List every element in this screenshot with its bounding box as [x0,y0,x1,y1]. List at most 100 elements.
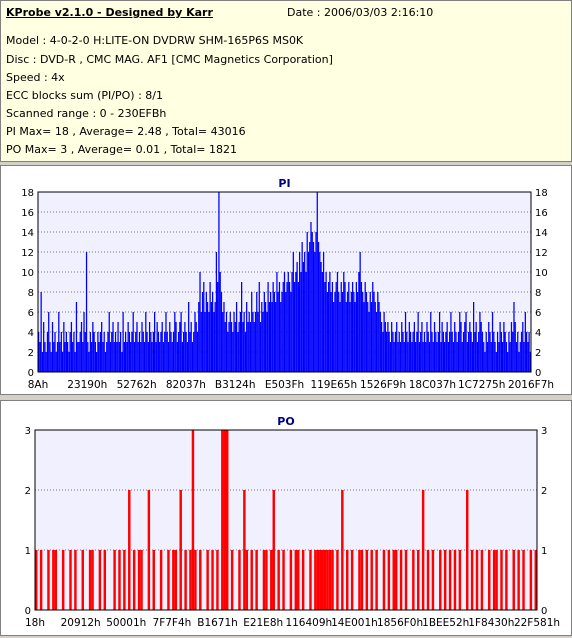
data-bar [311,232,313,372]
data-bar [239,312,241,372]
data-bar [282,550,285,610]
data-bar [513,302,515,372]
data-bar [462,332,465,372]
data-bar [397,342,399,372]
data-bar [523,342,525,372]
data-bar [445,332,447,372]
data-bar [500,550,503,610]
data-bar [167,550,170,610]
data-bar [150,332,152,372]
data-bar [162,342,165,372]
data-bar [517,332,519,372]
data-bar [252,312,254,372]
data-bar [505,342,508,372]
data-bar [287,272,289,372]
data-bar [304,252,306,372]
data-bar [94,342,96,372]
data-bar [277,292,279,372]
data-bar [314,550,317,610]
data-bar [230,322,233,372]
data-bar [509,342,511,372]
y-tick-label-right: 0 [541,606,547,617]
data-bar [283,272,286,372]
data-bar [59,342,61,372]
data-bar [512,550,515,610]
data-bar [343,272,345,372]
data-bar [133,342,136,372]
data-bar [209,282,211,372]
pi-summary-line: PI Max= 18 , Average= 2.48 , Total= 4301… [6,125,246,138]
data-bar [418,342,421,372]
data-bar [291,272,293,372]
y-tick-label-left: 14 [21,228,34,239]
data-bar [368,312,370,372]
data-bar [494,342,496,372]
data-bar [345,302,347,372]
data-bar [417,312,419,372]
data-bar [360,282,363,372]
data-bar [257,312,259,372]
data-bar [47,550,50,610]
data-bar [103,332,105,372]
data-bar [458,550,462,610]
data-bar [354,302,356,372]
data-bar [132,312,134,372]
data-bar [214,302,216,372]
data-bar [78,342,80,372]
disc-line: Disc : DVD-R , CMC MAG. AF1 [CMC Magneti… [6,53,333,66]
data-bar [480,322,482,372]
y-tick-label-right: 6 [535,308,541,319]
data-bar [177,332,180,372]
data-bar [255,550,258,610]
data-bar [383,312,385,372]
data-bar [92,322,94,372]
data-bar [364,282,366,372]
data-bar [141,322,143,372]
data-bar [307,252,310,372]
data-bar [489,332,491,372]
data-bar [72,342,74,372]
data-bar [520,332,523,372]
data-bar [114,332,117,372]
data-bar [113,550,116,610]
data-bar [312,242,315,372]
data-bar [175,322,177,372]
data-bar [248,312,250,372]
data-bar [499,322,501,372]
x-tick-label: 20912h [61,617,101,629]
y-tick-label-left: 0 [28,368,34,379]
data-bar [282,282,284,372]
y-tick-label-left: 0 [25,606,31,617]
info-panel: KProbe v2.1.0 - Designed by Karr Date : … [0,0,572,162]
data-bar [88,352,90,372]
x-tick-label: B3124h [215,379,256,391]
data-bar [449,332,451,372]
data-bar [391,322,393,372]
data-bar [118,550,121,610]
data-bar [359,252,361,372]
data-bar [167,342,170,372]
data-bar [259,322,262,372]
data-bar [344,282,346,372]
data-bar [326,292,328,372]
data-bar [148,322,151,372]
data-bar [388,332,390,372]
data-bar [519,342,521,372]
data-bar [432,342,434,372]
data-bar [305,272,307,372]
data-bar [146,332,148,372]
data-bar [500,332,502,372]
data-bar [176,342,178,372]
data-bar [450,312,452,372]
data-bar [294,550,298,610]
data-bar [350,292,352,372]
data-bar [198,302,200,372]
data-bar [455,332,457,372]
data-bar [199,272,201,372]
data-bar [447,342,450,372]
data-bar [159,342,161,372]
data-bar [280,302,282,372]
data-bar [191,342,194,372]
data-bar [52,550,55,610]
plot-frame [37,191,532,373]
